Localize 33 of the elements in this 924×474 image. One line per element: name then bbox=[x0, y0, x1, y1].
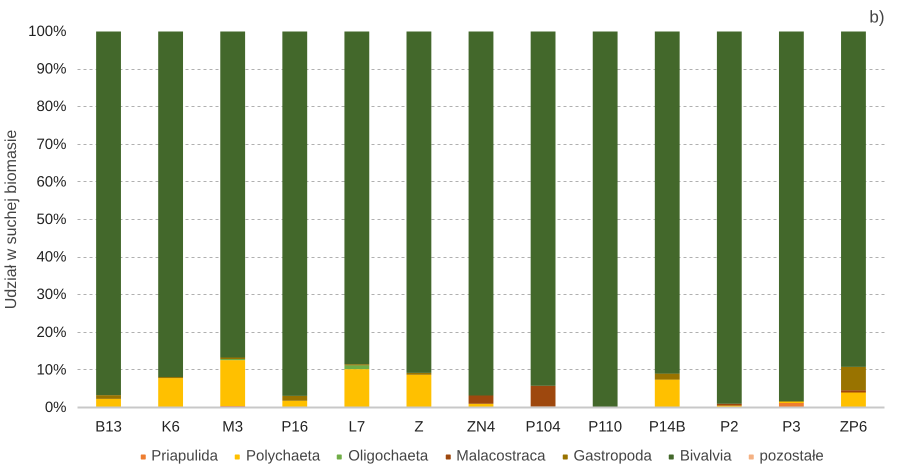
legend-label: Priapulida bbox=[151, 448, 218, 464]
y-tick-label: 60% bbox=[36, 173, 67, 190]
x-tick-label: B13 bbox=[95, 418, 122, 436]
x-tick-label: P14B bbox=[648, 418, 686, 436]
x-tick-label: P16 bbox=[281, 418, 308, 436]
legend-label: Polychaeta bbox=[246, 448, 320, 464]
x-tick-label: P2 bbox=[720, 418, 738, 436]
x-tick-label: L7 bbox=[348, 418, 366, 436]
x-tick-label: ZN4 bbox=[466, 418, 496, 436]
x-tick-label: P3 bbox=[782, 418, 801, 436]
y-tick-label: 50% bbox=[36, 211, 67, 228]
y-tick-label: 30% bbox=[36, 286, 67, 304]
legend-label: pozostałe bbox=[760, 448, 824, 464]
y-tick-label: 90% bbox=[36, 60, 67, 78]
legend-label: Gastropoda bbox=[573, 448, 652, 464]
text: b) bbox=[869, 8, 885, 26]
legend-label: Bivalvia bbox=[680, 448, 732, 464]
legend-label: Malacostraca bbox=[456, 448, 546, 464]
y-tick-label: 80% bbox=[36, 98, 67, 116]
x-tick-label: K6 bbox=[161, 418, 180, 436]
y-tick-label: 20% bbox=[36, 324, 67, 341]
x-tick-label: M3 bbox=[222, 418, 244, 436]
y-tick-label: 10% bbox=[36, 361, 67, 378]
y-axis-title: Udział w suchej biomasie bbox=[3, 130, 20, 310]
y-tick-label: 40% bbox=[36, 248, 67, 266]
x-tick-label: ZP6 bbox=[840, 418, 868, 436]
y-tick-label: 70% bbox=[36, 136, 67, 153]
x-tick-label: P104 bbox=[526, 418, 561, 436]
x-tick-label: Z bbox=[414, 418, 424, 436]
y-tick-label: 0% bbox=[44, 399, 67, 416]
y-tick-label: 100% bbox=[28, 23, 67, 40]
x-tick-label: P110 bbox=[588, 418, 622, 436]
legend-label: Oligochaeta bbox=[348, 448, 428, 464]
